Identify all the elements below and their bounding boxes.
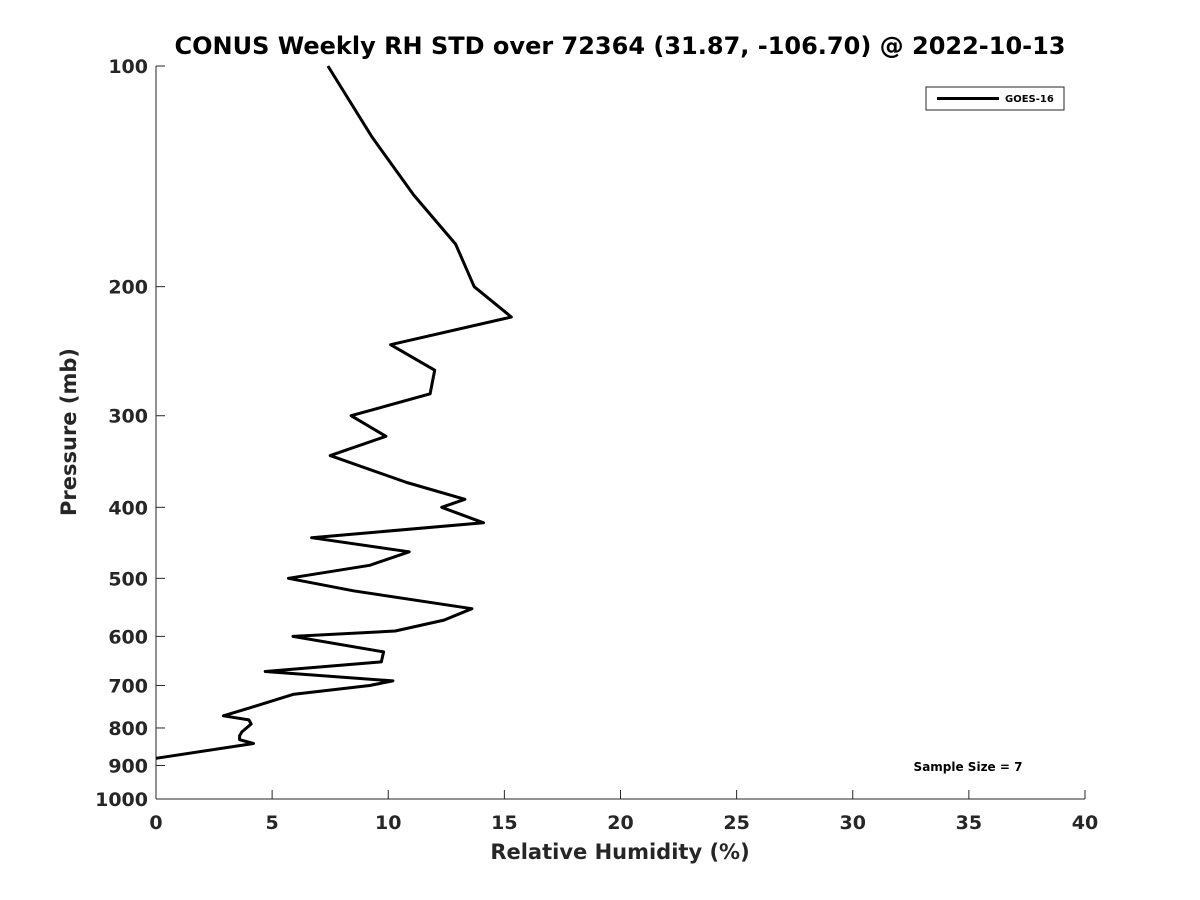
x-tick-label: 0 [149, 812, 162, 834]
legend: GOES-16 [925, 86, 1065, 111]
x-axis-ticks: 0 5 10 15 20 25 30 35 40 [149, 790, 1098, 834]
y-tick-label: 300 [108, 406, 148, 428]
x-tick-label: 15 [491, 812, 517, 834]
series-layer [155, 65, 513, 760]
y-tick-label: 1000 [95, 789, 148, 811]
y-axis-label: Pressure (mb) [57, 348, 81, 516]
x-axis-label: Relative Humidity (%) [490, 840, 749, 864]
sample-size-annotation: Sample Size = 7 [914, 760, 1023, 774]
series-line-goes-16 [155, 65, 513, 760]
x-tick-label: 40 [1072, 812, 1098, 834]
y-tick-label: 600 [108, 626, 148, 648]
x-tick-label: 30 [840, 812, 866, 834]
x-tick-label: 10 [375, 812, 401, 834]
y-tick-label: 700 [108, 675, 148, 697]
legend-label: GOES-16 [1005, 94, 1054, 105]
x-tick-label: 5 [266, 812, 279, 834]
y-tick-label: 400 [108, 497, 148, 519]
x-tick-label: 20 [607, 812, 633, 834]
y-axis-ticks: 100 200 300 400 500 600 700 800 900 1000 [95, 56, 165, 811]
y-tick-label: 500 [108, 568, 148, 590]
x-tick-label: 35 [956, 812, 982, 834]
y-tick-label: 100 [108, 56, 148, 78]
y-tick-label: 900 [108, 755, 148, 777]
chart-title: CONUS Weekly RH STD over 72364 (31.87, -… [174, 32, 1065, 60]
y-tick-label: 200 [108, 277, 148, 299]
x-tick-label: 25 [723, 812, 749, 834]
y-tick-label: 800 [108, 718, 148, 740]
